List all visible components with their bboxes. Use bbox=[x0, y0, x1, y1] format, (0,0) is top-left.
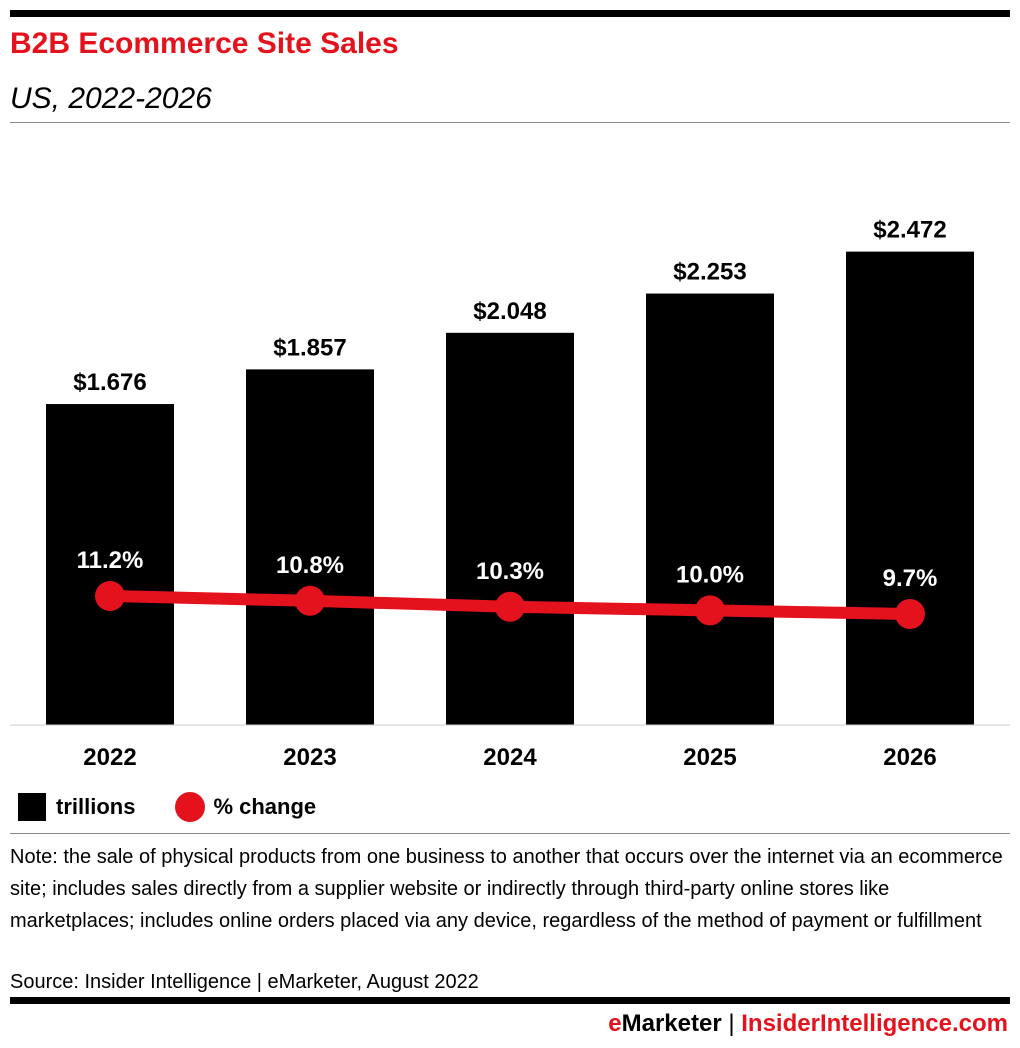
bottom-rule bbox=[10, 997, 1010, 1004]
line-value-label: 9.7% bbox=[883, 565, 938, 592]
note: Note: the sale of physical products from… bbox=[10, 846, 1003, 932]
x-tick-label: 2024 bbox=[483, 744, 537, 771]
line-point bbox=[895, 599, 925, 629]
bar-value-label: $1.676 bbox=[73, 369, 146, 396]
brand-separator: | bbox=[728, 1010, 735, 1037]
line-value-label: 10.0% bbox=[676, 561, 744, 588]
bar bbox=[646, 293, 774, 725]
legend-swatch-bars bbox=[18, 793, 46, 821]
x-tick-label: 2025 bbox=[683, 744, 736, 771]
bar-value-label: $2.253 bbox=[673, 259, 746, 286]
source: Source: Insider Intelligence | eMarketer… bbox=[10, 971, 479, 993]
bar bbox=[846, 251, 974, 725]
legend-label-line: % change bbox=[213, 794, 317, 819]
brand-e: e bbox=[608, 1010, 622, 1037]
line-value-label: 11.2% bbox=[77, 547, 144, 574]
line-point bbox=[695, 595, 725, 626]
chart-title: B2B Ecommerce Site Sales bbox=[10, 27, 399, 60]
bar-value-label: $1.857 bbox=[273, 334, 346, 361]
x-tick-label: 2023 bbox=[283, 744, 336, 771]
x-tick-label: 2022 bbox=[83, 744, 136, 771]
chart-subtitle: US, 2022-2026 bbox=[10, 82, 212, 115]
bar bbox=[46, 404, 174, 725]
x-tick-label: 2026 bbox=[883, 744, 936, 771]
footer-brand: eMarketer | InsiderIntelligence.com bbox=[608, 1010, 1008, 1038]
legend-label-bars: trillions bbox=[56, 794, 136, 819]
line-point bbox=[295, 585, 325, 616]
divider bbox=[10, 122, 1010, 123]
bar bbox=[246, 369, 374, 725]
divider bbox=[10, 833, 1010, 834]
line-point bbox=[95, 581, 125, 611]
bar-value-label: $2.472 bbox=[873, 217, 946, 244]
chart-plot: $1.676 2022 $1.857 2023 $2.048 2024 $2.253 2025… bbox=[10, 217, 1010, 771]
legend-swatch-line bbox=[175, 792, 206, 822]
brand-marketer: Marketer bbox=[621, 1010, 722, 1037]
line-value-label: 10.3% bbox=[476, 558, 544, 585]
line-value-label: 10.8% bbox=[276, 552, 344, 579]
line-point bbox=[495, 591, 525, 622]
top-rule bbox=[10, 10, 1010, 17]
brand-insider: InsiderIntelligence.com bbox=[741, 1010, 1008, 1037]
bar-value-label: $2.048 bbox=[473, 298, 546, 325]
legend: trillions % change bbox=[18, 792, 316, 822]
bar bbox=[446, 332, 574, 725]
